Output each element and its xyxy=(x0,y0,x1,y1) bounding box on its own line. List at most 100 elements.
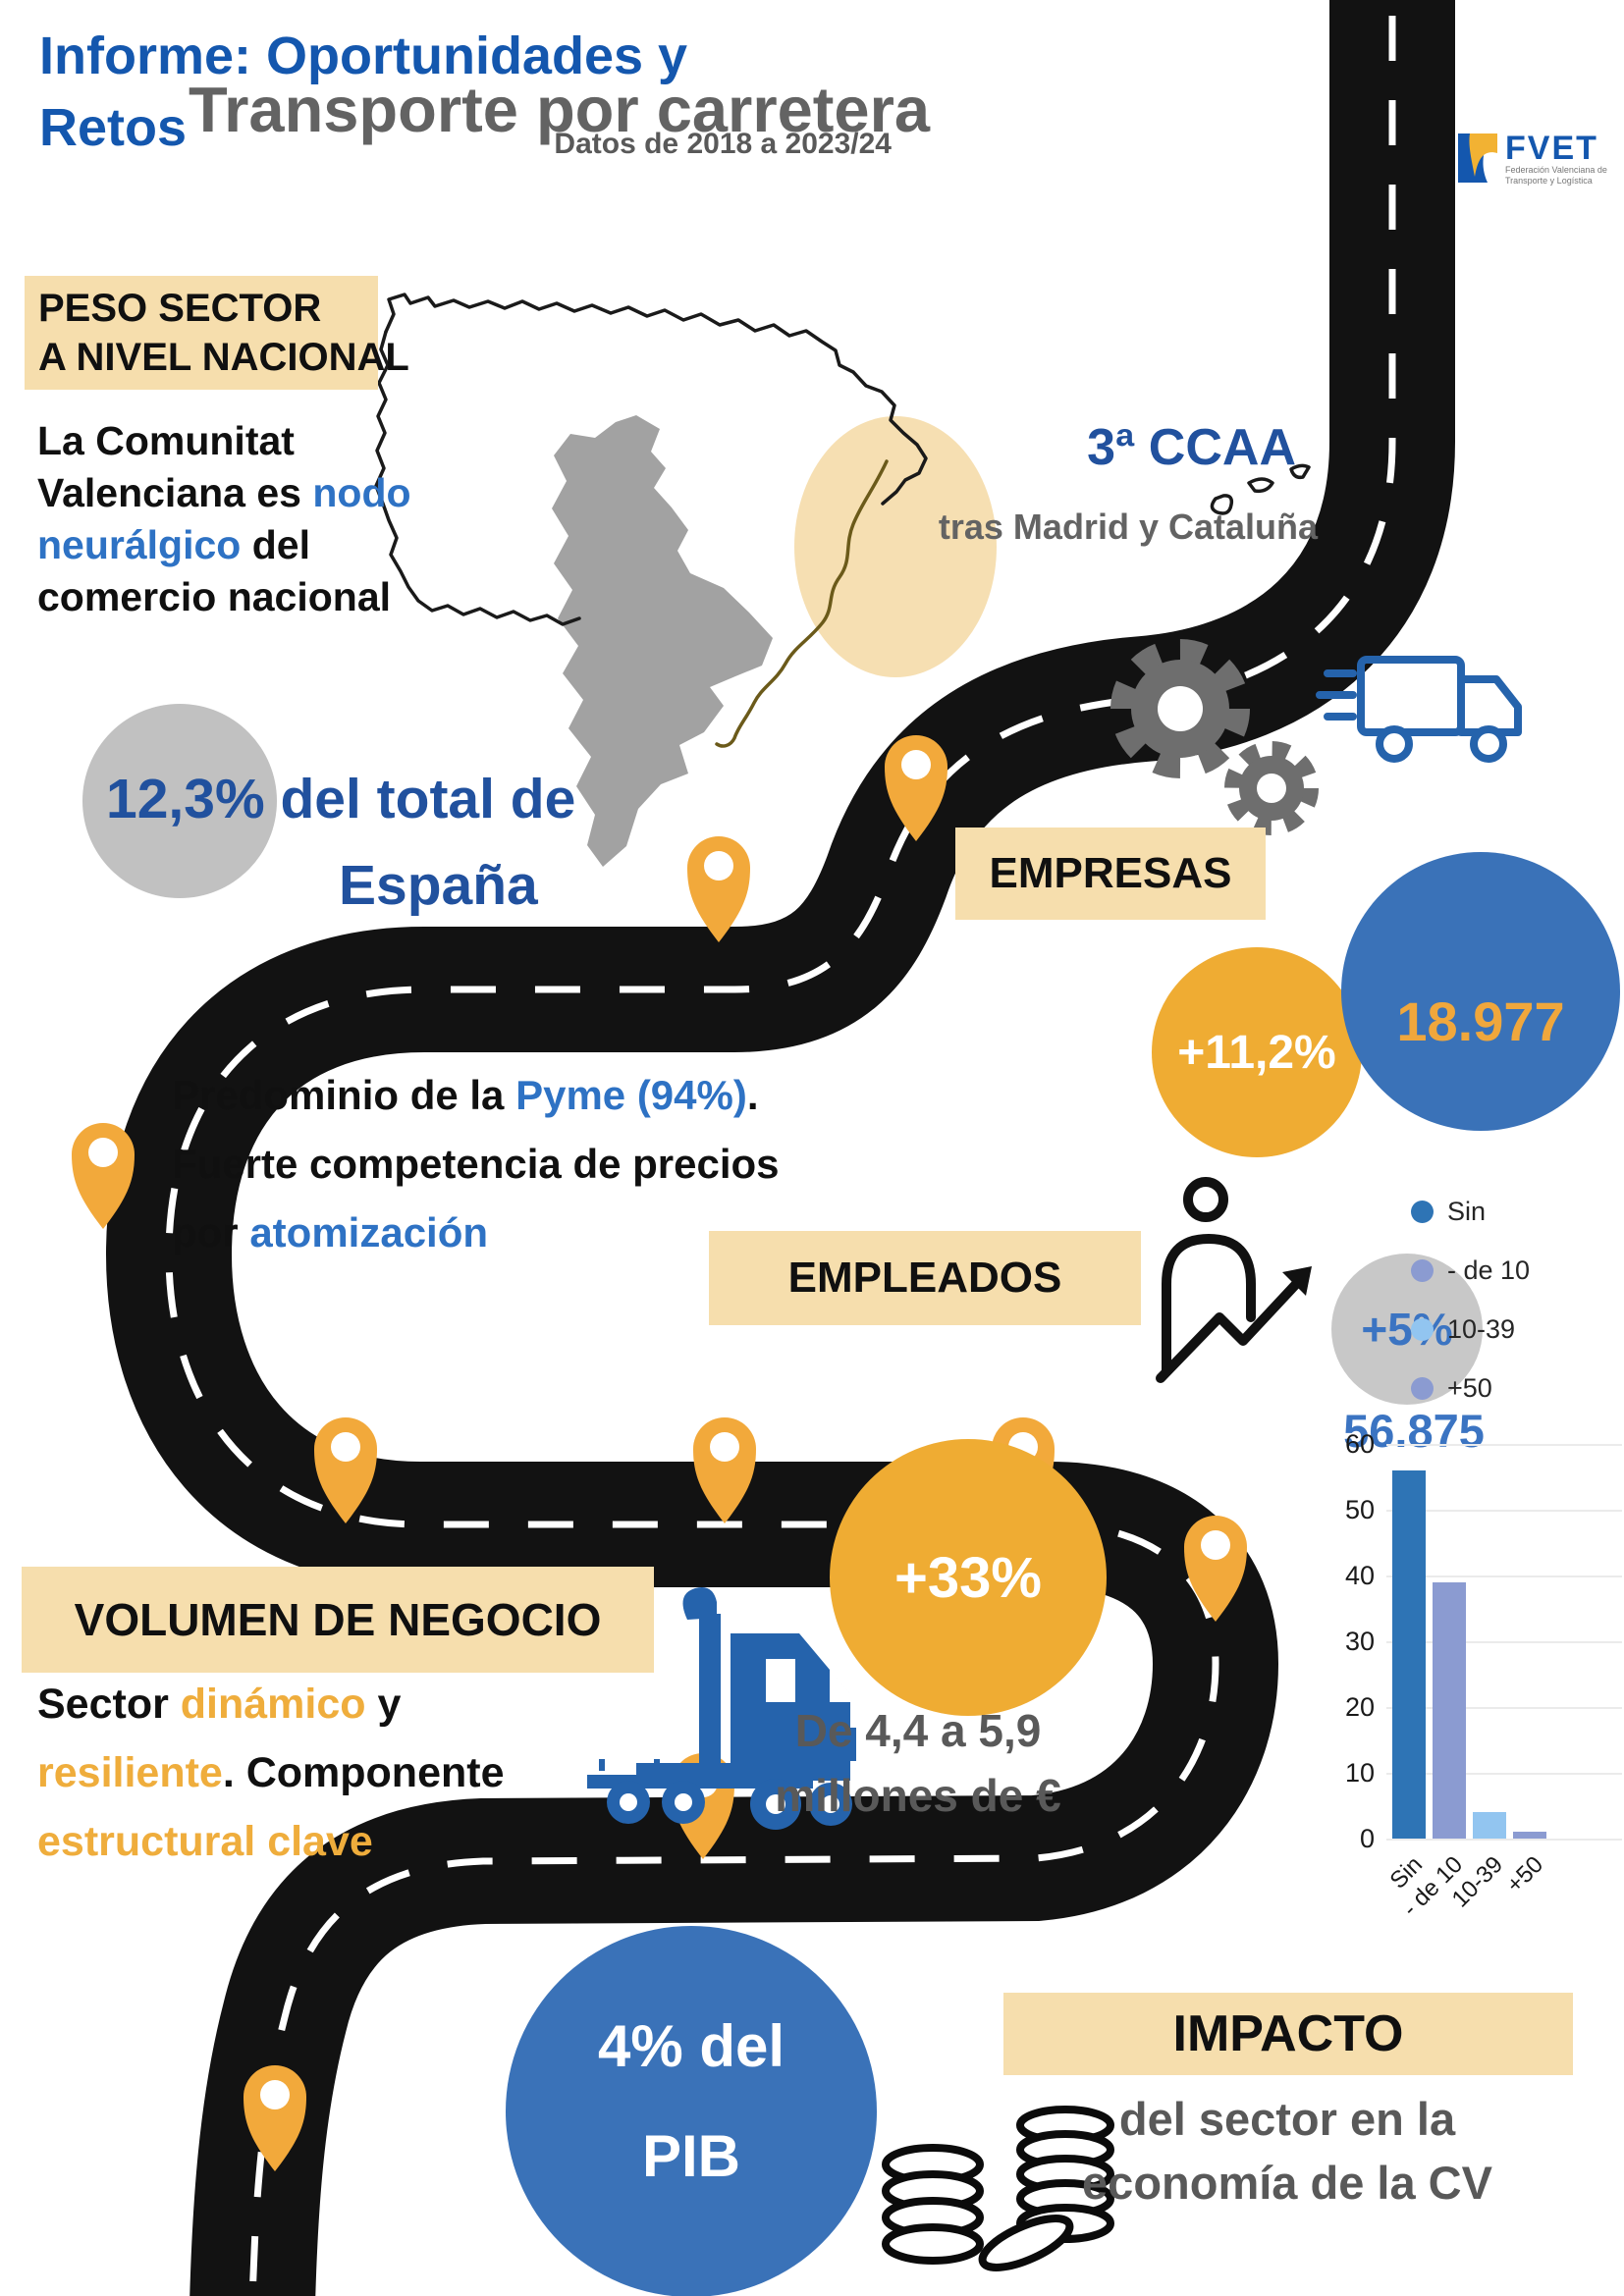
impacto-label-text: IMPACTO xyxy=(1172,2005,1404,2062)
volumen-label-text: VOLUMEN DE NEGOCIO xyxy=(74,1594,602,1645)
atomizacion-text: por xyxy=(172,1209,250,1255)
chart-ytick-label: 60 xyxy=(1344,1429,1375,1459)
subtitle-date-range: Datos de 2018 a 2023/24 xyxy=(554,128,892,160)
empresas-total-value: 18.977 xyxy=(1396,989,1565,1052)
legend-dot-icon xyxy=(1411,1376,1434,1400)
bar-chart-plot: 0 10 20 30 40 50 60 Sin - de 10 10-39 +50 xyxy=(1331,1429,1624,1922)
person-growth-icon xyxy=(1156,1177,1312,1383)
pyme-paragraph-line1: Predominio de la Pyme (94%). xyxy=(172,1072,759,1119)
location-pin-icon xyxy=(687,836,750,942)
stat-text-espana: España xyxy=(339,854,538,917)
valencia-region-shape xyxy=(552,415,773,867)
empresas-label-text: EMPRESAS xyxy=(989,849,1232,897)
location-pin-icon xyxy=(693,1417,756,1523)
legend-label: 10-39 xyxy=(1447,1313,1516,1344)
legend-item: - de 10 xyxy=(1411,1255,1530,1285)
location-pin-icon xyxy=(885,735,947,841)
pib-line2: PIB xyxy=(641,2123,741,2189)
location-pin-icon xyxy=(72,1123,135,1229)
peso-sector-label: PESO SECTOR A NIVEL NACIONAL xyxy=(25,276,409,390)
chart-gridline xyxy=(1386,1641,1622,1643)
chart-gridline xyxy=(1386,1839,1622,1841)
sector-text: Sector xyxy=(37,1681,181,1728)
legend-label: - de 10 xyxy=(1447,1255,1531,1285)
chart-bar-+50 xyxy=(1513,1832,1546,1839)
peso-sector-label-line1: PESO SECTOR xyxy=(38,287,322,330)
main-title: Transporte por carretera xyxy=(189,74,931,145)
legend-dot-icon xyxy=(1411,1258,1434,1282)
impacto-label: IMPACTO xyxy=(1003,1993,1573,2075)
volumen-range-line2: millones de € xyxy=(775,1770,1061,1821)
coast-highlight-ellipse xyxy=(794,416,997,677)
chart-gridline xyxy=(1386,1707,1622,1709)
location-pin-icon xyxy=(314,1417,377,1523)
location-pin-icon xyxy=(1184,1516,1247,1622)
empleados-label: EMPLEADOS xyxy=(709,1231,1141,1325)
comunitat-text: La Comunitat Valenciana es xyxy=(37,418,313,515)
chart-bar-- de 10 xyxy=(1433,1581,1466,1839)
chart-ytick-label: 40 xyxy=(1344,1561,1375,1590)
spain-map-icon xyxy=(374,293,1311,626)
chart-ytick-label: 10 xyxy=(1344,1758,1375,1788)
empleados-growth-circle: +5% xyxy=(1331,1254,1483,1405)
pib-line1: 4% del xyxy=(597,2013,785,2079)
stat-text: del total de xyxy=(264,768,576,830)
ccaa-rank: 3ª CCAA xyxy=(1087,419,1296,476)
location-pin-icon xyxy=(244,2065,306,2171)
gear-icon xyxy=(1224,741,1319,835)
fvet-tagline-line1: Federación Valenciana de xyxy=(1505,165,1607,175)
legend-item: +50 xyxy=(1411,1373,1530,1403)
pib-circle: 4% del PIB xyxy=(506,1926,877,2296)
empresas-growth-circle: +11,2% xyxy=(1152,947,1362,1157)
volumen-growth-circle: +33% xyxy=(830,1439,1107,1716)
national-share-stat: 12,3% del total de xyxy=(106,767,575,831)
atomizacion-highlight: atomización xyxy=(249,1209,489,1255)
chart-bar-10-39 xyxy=(1473,1812,1506,1839)
pyme-period: . xyxy=(746,1072,759,1118)
impacto-sub-line2: economía de la CV xyxy=(1082,2157,1492,2209)
coins-icon xyxy=(882,2106,1114,2271)
empresas-label: EMPRESAS xyxy=(955,828,1266,920)
componente-text: . Componente xyxy=(222,1749,505,1796)
empresas-growth-value: +11,2% xyxy=(1177,1026,1336,1079)
pyme-paragraph-line3: por atomización xyxy=(172,1209,488,1256)
delivery-truck-icon xyxy=(1316,656,1522,763)
chart-gridline xyxy=(1386,1773,1622,1775)
resiliente-highlight: resiliente xyxy=(37,1749,223,1796)
legend-dot-icon xyxy=(1411,1200,1434,1223)
sector-paragraph-line3: estructural clave xyxy=(37,1818,373,1865)
chart-gridline xyxy=(1386,1510,1622,1512)
empleados-total-value: 56.875 xyxy=(1343,1405,1485,1457)
volumen-range-line1: De 4,4 a 5,9 xyxy=(794,1705,1042,1756)
legend-item: 10-39 xyxy=(1411,1314,1530,1344)
chart-bar-Sin xyxy=(1392,1469,1426,1839)
legend-label: Sin xyxy=(1447,1196,1487,1226)
coastline-squiggle xyxy=(715,459,889,748)
volumen-label: VOLUMEN DE NEGOCIO xyxy=(22,1567,654,1673)
comunitat-text-end: del comercio nacional xyxy=(37,522,392,619)
empresas-total-circle: 18.977 xyxy=(1341,852,1620,1131)
pyme-text: Predominio de la xyxy=(172,1072,516,1118)
empleados-label-text: EMPLEADOS xyxy=(787,1254,1062,1302)
report-title-line1: Informe: Oportunidades y xyxy=(39,27,688,85)
sector-paragraph-line2: resiliente. Componente xyxy=(37,1749,505,1797)
sector-text-y: y xyxy=(365,1681,402,1728)
chart-ytick-label: 0 xyxy=(1359,1824,1375,1853)
dinamico-highlight: dinámico xyxy=(180,1681,366,1728)
stat-value: 12,3% xyxy=(106,768,265,830)
ccaa-rank-sub: tras Madrid y Cataluña xyxy=(938,507,1318,547)
fvet-logo: FVET Federación Valenciana de Transporte… xyxy=(1456,132,1607,187)
peso-sector-label-line2: A NIVEL NACIONAL xyxy=(38,336,409,379)
fvet-logo-icon xyxy=(1458,133,1497,183)
comunitat-paragraph: La Comunitat Valenciana es nodo neurálgi… xyxy=(37,415,481,623)
chart-ytick-label: 50 xyxy=(1344,1495,1375,1524)
semi-truck-icon xyxy=(587,1586,857,1830)
comunitat-highlight: nodo neurálgico xyxy=(37,470,411,567)
pyme-paragraph-line2: Fuerte competencia de precios xyxy=(172,1141,780,1187)
chart-ytick-label: 30 xyxy=(1344,1627,1375,1656)
volumen-growth-value: +33% xyxy=(894,1545,1042,1610)
road-centerline xyxy=(165,0,1396,2296)
impacto-sub-line1: del sector en la xyxy=(1118,2093,1456,2145)
